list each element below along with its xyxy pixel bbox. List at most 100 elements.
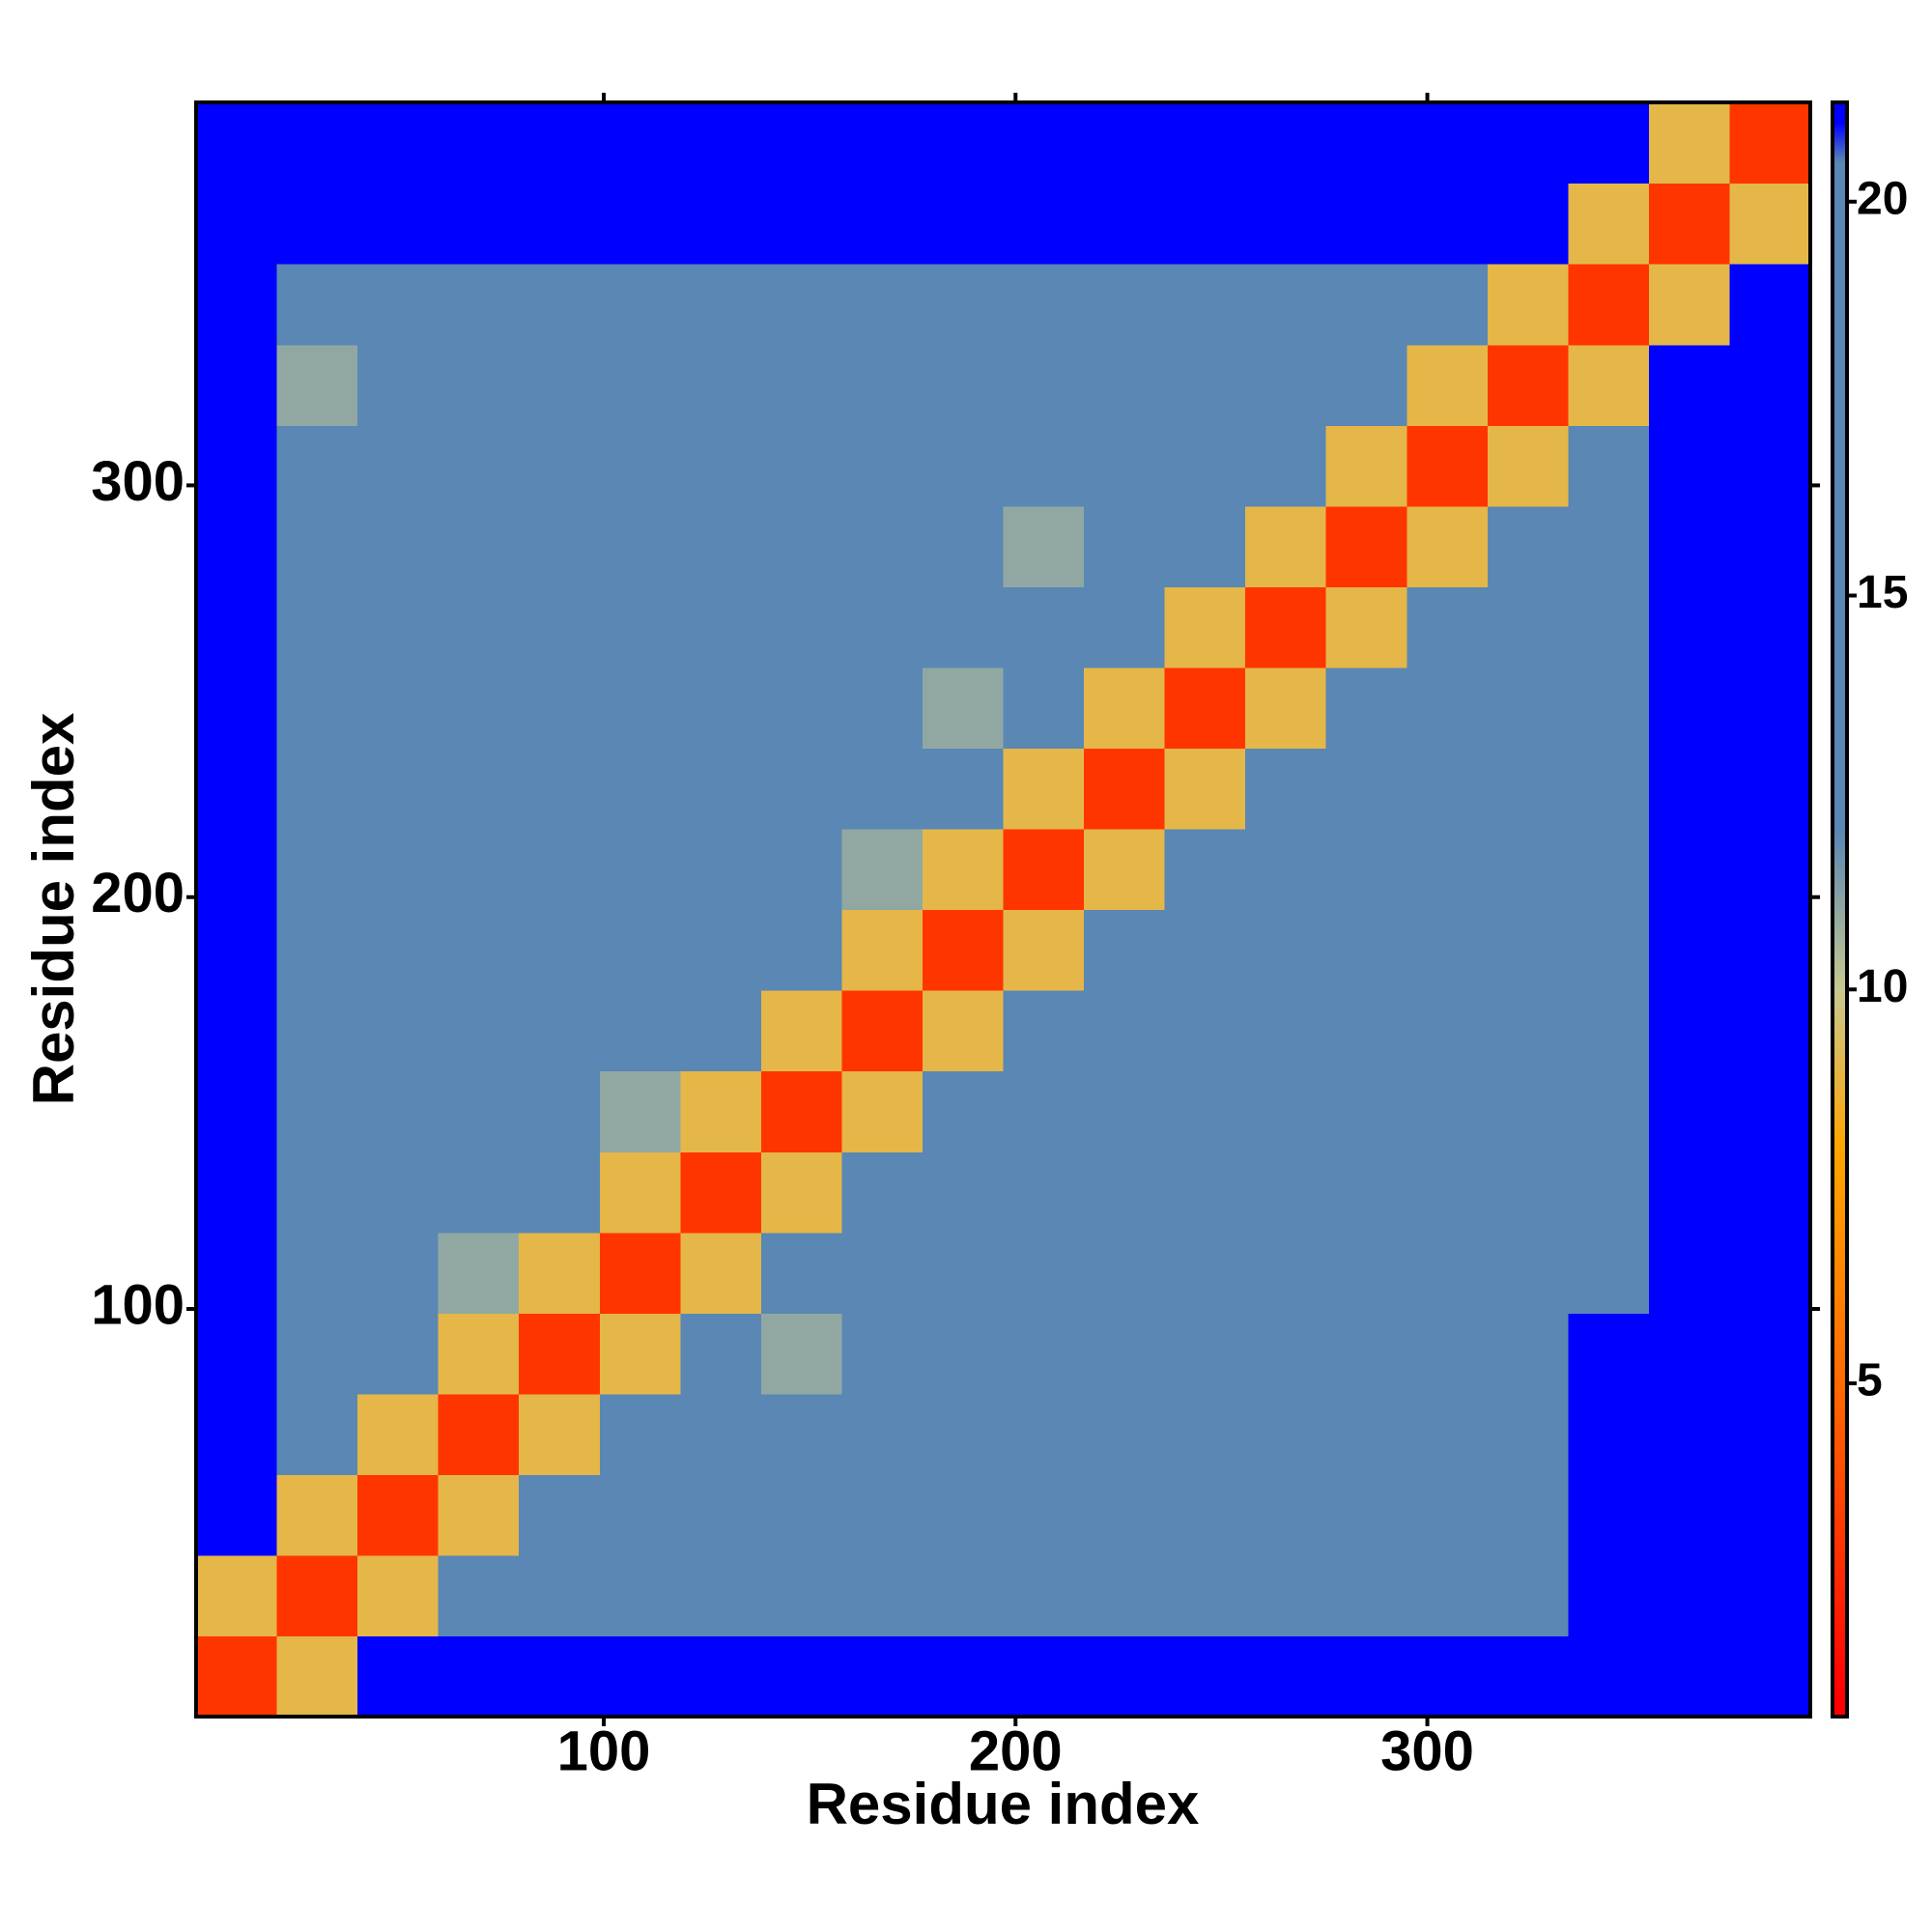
heatmap-cell <box>276 909 358 991</box>
heatmap-cell <box>438 1232 520 1314</box>
heatmap-cell <box>599 183 681 265</box>
heatmap-cell <box>1648 1232 1731 1314</box>
heatmap-cell <box>599 1313 681 1395</box>
heatmap-cell <box>519 1393 601 1475</box>
heatmap-cell <box>1406 1313 1489 1395</box>
heatmap-cell <box>680 1474 762 1556</box>
heatmap-cell <box>922 748 1005 830</box>
heatmap-cell <box>1568 667 1650 749</box>
heatmap-cell <box>438 909 520 991</box>
heatmap-cell <box>841 586 923 668</box>
heatmap-cell <box>357 102 440 185</box>
x-axis-title: Residue index <box>807 1772 1200 1836</box>
heatmap-cell <box>1003 425 1085 507</box>
heatmap-cell <box>1568 1151 1650 1234</box>
heatmap-cell <box>357 990 440 1072</box>
heatmap-cell <box>680 102 762 185</box>
heatmap <box>196 102 1811 1718</box>
heatmap-cell <box>922 344 1005 426</box>
heatmap-cell <box>357 344 440 426</box>
heatmap-cell <box>1648 264 1731 346</box>
heatmap-cell <box>519 1151 601 1234</box>
heatmap-cell <box>1729 1232 1811 1314</box>
heatmap-cell <box>519 183 601 265</box>
heatmap-cell <box>519 748 601 830</box>
heatmap-cell <box>519 990 601 1072</box>
heatmap-cell <box>1325 748 1407 830</box>
heatmap-cell <box>1084 425 1166 507</box>
heatmap-cell <box>1325 1151 1407 1234</box>
heatmap-cell <box>1729 183 1811 265</box>
heatmap-cell <box>841 990 923 1072</box>
heatmap-cell <box>1245 586 1327 668</box>
heatmap-cell <box>841 102 923 185</box>
heatmap-cell <box>357 425 440 507</box>
heatmap-cell <box>1648 667 1731 749</box>
heatmap-cell <box>1245 990 1327 1072</box>
heatmap-cell <box>1003 344 1085 426</box>
heatmap-cell <box>1487 264 1569 346</box>
heatmap-cell <box>1487 183 1569 265</box>
heatmap-cell <box>1487 344 1569 426</box>
heatmap-cell <box>1406 1474 1489 1556</box>
heatmap-cell <box>680 990 762 1072</box>
heatmap-cell <box>357 1393 440 1475</box>
heatmap-cell <box>1003 102 1085 185</box>
heatmap-cell <box>1003 1313 1085 1395</box>
heatmap-cell <box>196 1554 278 1637</box>
heatmap-cell <box>196 1635 278 1718</box>
heatmap-cell <box>922 1151 1005 1234</box>
heatmap-cell <box>1568 1070 1650 1152</box>
heatmap-cell <box>1568 1313 1650 1395</box>
heatmap-cell <box>680 748 762 830</box>
heatmap-cell <box>1325 1554 1407 1637</box>
heatmap-cell <box>357 183 440 265</box>
heatmap-cell <box>922 183 1005 265</box>
heatmap-cell <box>1568 748 1650 830</box>
heatmap-cell <box>1164 586 1246 668</box>
heatmap-cell <box>1245 1313 1327 1395</box>
heatmap-cell <box>1729 425 1811 507</box>
heatmap-cell <box>599 1151 681 1234</box>
heatmap-cell <box>438 990 520 1072</box>
heatmap-cell <box>438 667 520 749</box>
heatmap-cell <box>519 1313 601 1395</box>
heatmap-cell <box>680 505 762 587</box>
heatmap-cell <box>599 505 681 587</box>
heatmap-cell <box>1325 1393 1407 1475</box>
heatmap-cell <box>1003 1151 1085 1234</box>
heatmap-cell <box>519 667 601 749</box>
heatmap-cell <box>276 102 358 185</box>
heatmap-cell <box>680 183 762 265</box>
heatmap-cell <box>519 344 601 426</box>
heatmap-cell <box>357 1151 440 1234</box>
heatmap-cell <box>1648 505 1731 587</box>
heatmap-cell <box>1568 1232 1650 1314</box>
heatmap-cell <box>1084 1635 1166 1718</box>
heatmap-cell <box>438 1635 520 1718</box>
heatmap-cell <box>1648 183 1731 265</box>
heatmap-cell <box>760 909 842 991</box>
y-tick-label: 100 <box>91 1273 185 1336</box>
heatmap-cell <box>1003 1554 1085 1637</box>
heatmap-cell <box>599 344 681 426</box>
heatmap-cell <box>599 1393 681 1475</box>
heatmap-cell <box>1084 909 1166 991</box>
heatmap-cell <box>841 1151 923 1234</box>
heatmap-cell <box>680 1232 762 1314</box>
heatmap-cell <box>1245 344 1327 426</box>
heatmap-cell <box>357 1070 440 1152</box>
heatmap-cell <box>1325 828 1407 911</box>
heatmap-cell <box>1245 748 1327 830</box>
heatmap-cell <box>1568 1474 1650 1556</box>
heatmap-cell <box>438 425 520 507</box>
x-tick-label: 200 <box>969 1719 1063 1782</box>
heatmap-cell <box>680 264 762 346</box>
heatmap-cell <box>841 1554 923 1637</box>
heatmap-cell <box>841 1635 923 1718</box>
heatmap-cell <box>760 344 842 426</box>
heatmap-cell <box>1406 1393 1489 1475</box>
heatmap-cell <box>1648 586 1731 668</box>
heatmap-cell <box>760 586 842 668</box>
heatmap-cell <box>1245 1474 1327 1556</box>
